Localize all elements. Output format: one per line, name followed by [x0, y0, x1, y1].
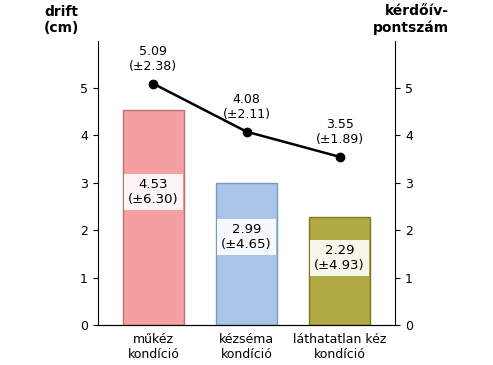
- Text: 4.53
(±6.30): 4.53 (±6.30): [128, 178, 179, 206]
- Text: 3.55
(±1.89): 3.55 (±1.89): [316, 118, 364, 146]
- Bar: [123, 110, 184, 325]
- Text: kérdőív-
pontszám: kérdőív- pontszám: [373, 4, 449, 35]
- Bar: [216, 183, 277, 325]
- Text: 5.09
(±2.38): 5.09 (±2.38): [129, 45, 177, 73]
- Bar: [309, 216, 370, 325]
- Text: 2.29
(±4.93): 2.29 (±4.93): [314, 244, 365, 272]
- Text: 2.99
(±4.65): 2.99 (±4.65): [221, 223, 272, 251]
- Text: drift
(cm): drift (cm): [44, 5, 79, 35]
- Text: 4.08
(±2.11): 4.08 (±2.11): [222, 93, 271, 121]
